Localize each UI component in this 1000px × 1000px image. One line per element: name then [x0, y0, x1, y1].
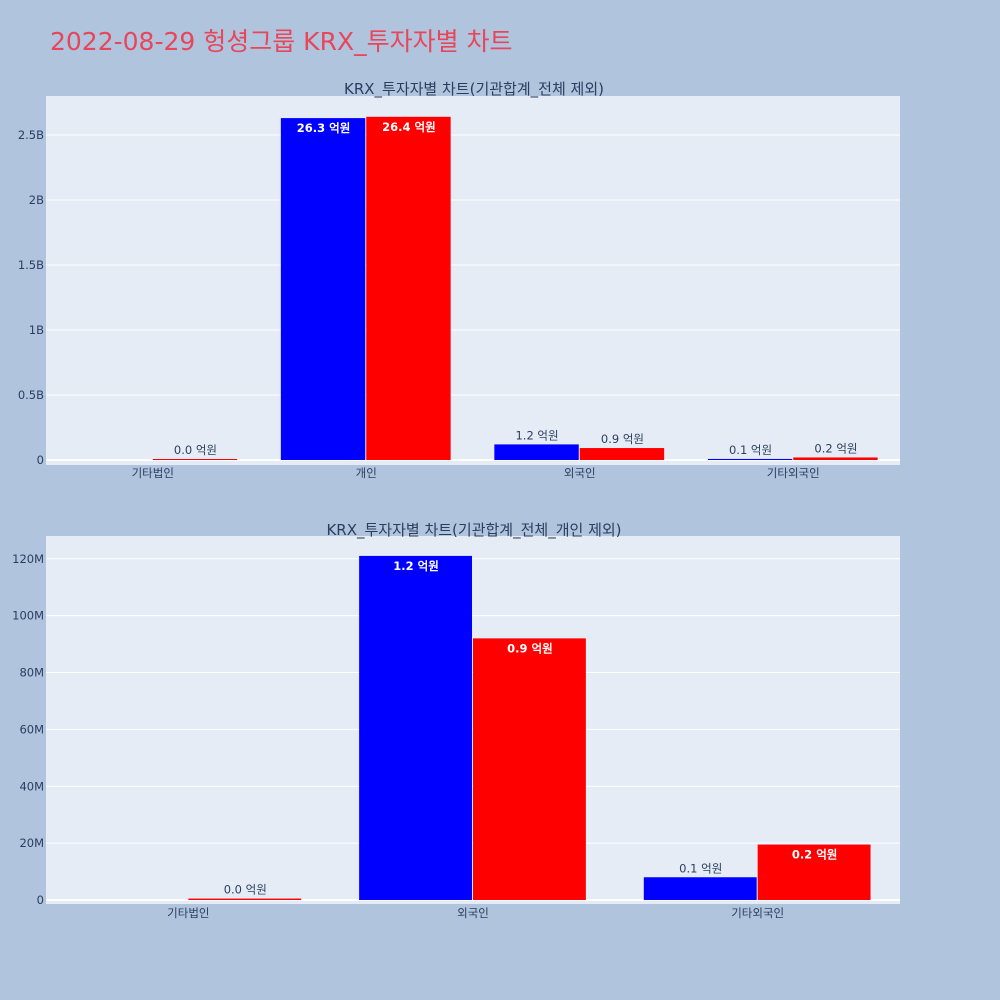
plot-area: [46, 96, 900, 465]
x-tick-label: 기타외국인: [731, 906, 784, 920]
y-tick-label: 0: [37, 893, 44, 907]
y-tick-label: 0: [37, 453, 44, 467]
data-label: 0.1 억원: [679, 861, 722, 875]
chart-top: KRX_투자자별 차트(기관합계_전체 제외) 0 0.5B 1B 1.5B 2B 2.5B…: [18, 80, 900, 480]
x-tick-label: 개인: [356, 466, 377, 480]
y-tick-label: 40M: [19, 779, 44, 793]
data-label: 26.3 억원: [297, 121, 351, 135]
data-label: 0.9 억원: [601, 432, 644, 446]
bar: [359, 555, 472, 900]
y-tick-label: 100M: [12, 609, 44, 623]
bar: [366, 116, 451, 461]
y-tick-label: 0.5B: [18, 388, 44, 402]
bar: [757, 844, 871, 900]
bar: [707, 458, 793, 460]
bar: [188, 898, 302, 900]
x-tick-label: 기타법인: [167, 906, 209, 920]
chart-title: KRX_투자자별 차트(기관합계_전체_개인 제외): [326, 521, 621, 540]
bar: [473, 638, 586, 900]
bar: [494, 444, 579, 460]
bar: [280, 118, 366, 460]
bar: [579, 448, 665, 460]
bar: [643, 877, 757, 900]
y-tick-label: 2B: [29, 193, 44, 207]
y-tick-label: 20M: [19, 836, 44, 850]
data-label: 0.9 억원: [507, 641, 553, 655]
data-label: 1.2 억원: [393, 559, 439, 573]
data-label: 0.0 억원: [174, 443, 217, 457]
y-tick-label: 60M: [19, 722, 44, 736]
data-label: 0.2 억원: [814, 441, 857, 455]
y-tick-label: 2.5B: [18, 128, 44, 142]
x-tick-label: 외국인: [564, 466, 596, 480]
chart-title: KRX_투자자별 차트(기관합계_전체 제외): [344, 80, 604, 99]
data-label: 1.2 억원: [515, 428, 558, 442]
x-tick-label: 외국인: [457, 906, 489, 920]
bar: [152, 459, 238, 460]
page-title: 2022-08-29 헝셩그룹 KRX_투자자별 차트: [50, 27, 513, 56]
data-label: 0.2 억원: [792, 848, 838, 862]
data-label: 0.0 억원: [224, 883, 267, 897]
x-tick-label: 기타외국인: [767, 466, 820, 480]
chart-bottom: KRX_투자자별 차트(기관합계_전체_개인 제외) 0 20M 40M 60M 80M 1…: [12, 521, 900, 920]
x-tick-label: 기타법인: [132, 466, 174, 480]
y-tick-label: 80M: [19, 666, 44, 680]
data-label: 26.4 억원: [382, 120, 436, 134]
y-tick-label: 120M: [12, 552, 44, 566]
bar: [793, 457, 878, 460]
y-tick-label: 1B: [29, 323, 44, 337]
y-tick-label: 1.5B: [18, 258, 44, 272]
data-label: 0.1 억원: [729, 443, 772, 457]
